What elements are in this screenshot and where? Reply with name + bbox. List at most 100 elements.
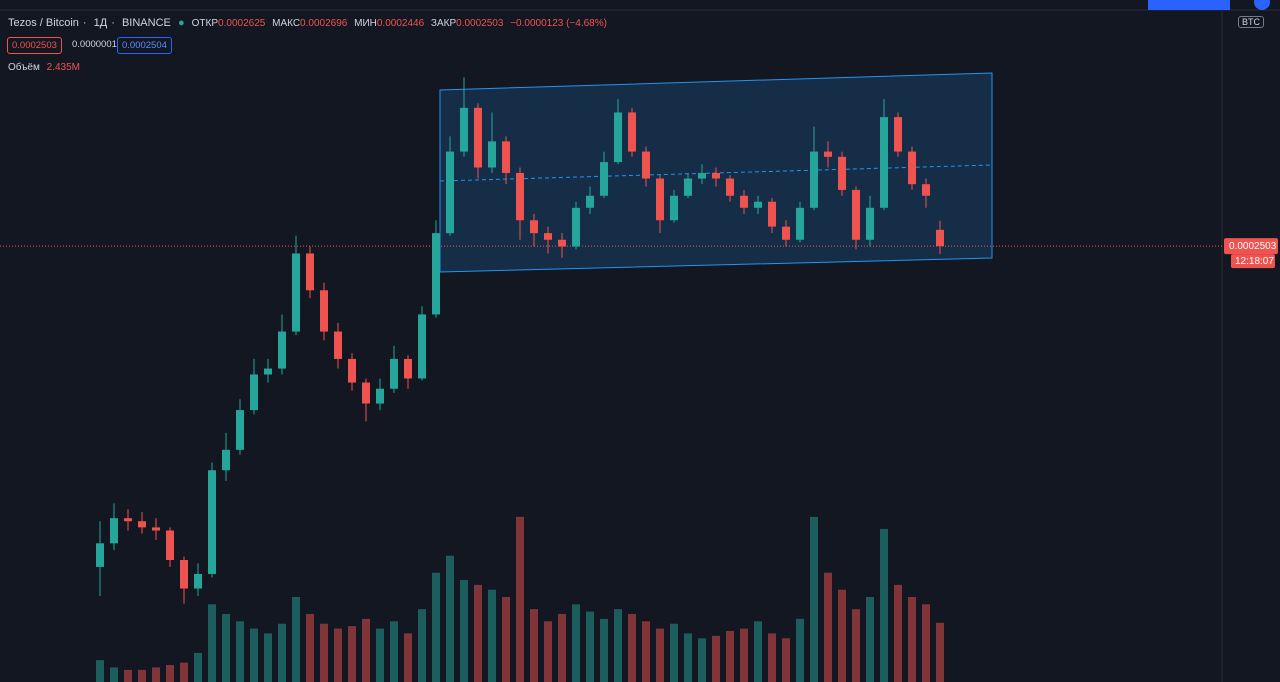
candle-body — [516, 172, 524, 221]
candle-body — [278, 331, 286, 369]
toolbar-button[interactable] — [1148, 0, 1230, 10]
candle-body — [264, 368, 272, 375]
volume-bar — [824, 572, 832, 682]
candle-body — [194, 573, 202, 589]
volume-bar — [796, 618, 804, 682]
candle-body — [460, 107, 468, 152]
candle-body — [908, 151, 916, 185]
candle-body — [180, 559, 188, 589]
volume-bar — [866, 597, 874, 682]
candle-body — [726, 178, 734, 196]
candle-body — [740, 195, 748, 208]
candle-body — [572, 207, 580, 247]
volume-bar — [166, 665, 174, 682]
volume-bar — [838, 589, 846, 682]
candle-body — [600, 162, 608, 196]
candle-body — [222, 449, 230, 471]
legend-row: Tezos / Bitcoin · 1Д · BINANCE ● ОТКР0.000… — [8, 17, 607, 29]
volume-bar — [642, 621, 650, 682]
candle-body — [894, 117, 902, 152]
candle-body — [110, 518, 118, 544]
volume-bar — [726, 631, 734, 682]
volume-bar — [670, 623, 678, 682]
candle-body — [320, 290, 328, 332]
volume-bar — [236, 621, 244, 682]
volume-bar — [264, 633, 272, 682]
volume-bar — [614, 609, 622, 682]
volume-bar — [306, 614, 314, 682]
volume-bar — [684, 633, 692, 682]
volume-bar — [782, 638, 790, 682]
candle-body — [404, 358, 412, 379]
candle-body — [488, 141, 496, 168]
candle-body — [614, 112, 622, 163]
candle-body — [754, 201, 762, 208]
candle-body — [824, 151, 832, 157]
volume-bar — [390, 621, 398, 682]
currency-badge: BTC — [1238, 16, 1264, 28]
exchange: BINANCE — [121, 17, 171, 29]
volume-bar — [404, 633, 412, 682]
volume-bar — [544, 621, 552, 682]
candle-body — [558, 239, 566, 247]
candle-body — [124, 518, 132, 522]
candle-body — [250, 374, 258, 411]
volume-bar — [208, 604, 216, 682]
volume-bar — [348, 626, 356, 682]
volume-bar — [362, 618, 370, 682]
volume-legend: Объём 2.435M — [8, 62, 84, 73]
volume-bar — [432, 572, 440, 682]
volume-bar — [138, 669, 146, 682]
volume-bar — [712, 635, 720, 682]
toolbar — [0, 0, 1280, 10]
volume-bar — [488, 589, 496, 682]
volume-bar — [110, 667, 118, 682]
volume-bar — [502, 597, 510, 682]
candle-body — [586, 195, 594, 208]
candle-body — [432, 233, 440, 315]
buy-price[interactable]: 0.0002504 — [117, 37, 172, 54]
ohlc-value: 0.0002625 — [218, 18, 266, 29]
volume-bar — [628, 614, 636, 682]
volume-bar — [152, 667, 160, 682]
candle-body — [96, 543, 104, 567]
volume-bar — [418, 609, 426, 682]
ohlc-value: 0.0002446 — [376, 18, 425, 29]
volume-bar — [810, 516, 818, 682]
candle-body — [866, 207, 874, 240]
volume-bar — [180, 662, 188, 682]
candle-body — [838, 156, 846, 190]
candle-body — [698, 172, 706, 179]
volume-bar — [754, 621, 762, 682]
volume-bar — [880, 529, 888, 682]
volume-bar — [460, 580, 468, 682]
countdown-bg — [1231, 254, 1275, 269]
volume-bar — [250, 628, 258, 682]
candle-body — [684, 178, 692, 196]
ohlc-value: 0.0002696 — [300, 18, 348, 29]
volume-bar — [558, 614, 566, 682]
ohlc-key: ОТКР — [191, 18, 219, 29]
volume-bar — [124, 669, 132, 682]
volume-bar — [922, 604, 930, 682]
candle-body — [922, 184, 930, 196]
volume-bar — [936, 622, 944, 682]
ohlc-key: ЗАКР — [430, 18, 457, 29]
volume-bar — [740, 628, 748, 682]
candle-body — [852, 189, 860, 240]
toolbar-icon[interactable] — [1254, 0, 1270, 10]
candle-body — [530, 220, 538, 234]
volume-bar — [656, 628, 664, 682]
candle-body — [796, 207, 804, 240]
spread: 0.0000001 — [72, 39, 117, 50]
candle-body — [306, 253, 314, 291]
sell-price[interactable]: 0.0002503 — [7, 37, 62, 54]
candle-body — [376, 388, 384, 404]
candle-body — [208, 470, 216, 574]
candle-body — [334, 331, 342, 359]
countdown: 12:18:07 — [1235, 256, 1274, 267]
volume-bar — [334, 628, 342, 682]
price-tag-bg — [1224, 238, 1278, 255]
candle-body — [446, 151, 454, 234]
ohlc-key: МИН — [354, 18, 377, 29]
